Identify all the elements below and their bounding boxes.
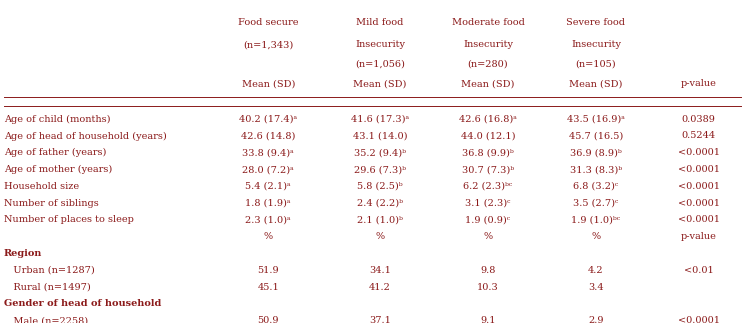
Text: 50.9: 50.9	[258, 316, 279, 323]
Text: 1.9 (1.0)ᵇᶜ: 1.9 (1.0)ᵇᶜ	[571, 215, 621, 224]
Text: 5.8 (2.5)ᵇ: 5.8 (2.5)ᵇ	[357, 182, 403, 191]
Text: Rural (n=1497): Rural (n=1497)	[4, 283, 90, 292]
Text: 51.9: 51.9	[257, 266, 279, 275]
Text: Gender of head of household: Gender of head of household	[4, 299, 161, 308]
Text: 31.3 (8.3)ᵇ: 31.3 (8.3)ᵇ	[570, 165, 622, 174]
Text: Mean (SD): Mean (SD)	[353, 79, 407, 88]
Text: 9.8: 9.8	[481, 266, 495, 275]
Text: Insecurity: Insecurity	[463, 40, 513, 49]
Text: Mean (SD): Mean (SD)	[569, 79, 623, 88]
Text: 6.8 (3.2)ᶜ: 6.8 (3.2)ᶜ	[574, 182, 618, 191]
Text: Age of child (months): Age of child (months)	[4, 115, 110, 124]
Text: Male (n=2258): Male (n=2258)	[4, 316, 88, 323]
Text: 43.5 (16.9)ᵃ: 43.5 (16.9)ᵃ	[567, 115, 625, 124]
Text: Severe food: Severe food	[566, 18, 626, 27]
Text: 2.1 (1.0)ᵇ: 2.1 (1.0)ᵇ	[357, 215, 403, 224]
Text: 5.4 (2.1)ᵃ: 5.4 (2.1)ᵃ	[245, 182, 291, 191]
Text: Urban (n=1287): Urban (n=1287)	[4, 266, 95, 275]
Text: 3.1 (2.3)ᶜ: 3.1 (2.3)ᶜ	[465, 199, 511, 208]
Text: 2.4 (2.2)ᵇ: 2.4 (2.2)ᵇ	[357, 199, 403, 208]
Text: 41.2: 41.2	[369, 283, 391, 292]
Text: 2.3 (1.0)ᵃ: 2.3 (1.0)ᵃ	[245, 215, 291, 224]
Text: (n=1,343): (n=1,343)	[243, 40, 294, 49]
Text: Region: Region	[4, 249, 42, 258]
Text: 35.2 (9.4)ᵇ: 35.2 (9.4)ᵇ	[354, 148, 406, 157]
Text: %: %	[484, 232, 492, 241]
Text: 3.5 (2.7)ᶜ: 3.5 (2.7)ᶜ	[574, 199, 618, 208]
Text: %: %	[592, 232, 600, 241]
Text: Insecurity: Insecurity	[355, 40, 405, 49]
Text: Food secure: Food secure	[238, 18, 299, 27]
Text: 0.5244: 0.5244	[682, 131, 716, 141]
Text: <0.0001: <0.0001	[678, 165, 720, 174]
Text: Age of head of household (years): Age of head of household (years)	[4, 131, 166, 141]
Text: (n=105): (n=105)	[576, 60, 616, 69]
Text: Number of places to sleep: Number of places to sleep	[4, 215, 133, 224]
Text: 1.9 (0.9)ᶜ: 1.9 (0.9)ᶜ	[466, 215, 510, 224]
Text: Moderate food: Moderate food	[451, 18, 524, 27]
Text: 37.1: 37.1	[369, 316, 391, 323]
Text: 42.6 (14.8): 42.6 (14.8)	[241, 131, 295, 141]
Text: 45.7 (16.5): 45.7 (16.5)	[569, 131, 623, 141]
Text: Mean (SD): Mean (SD)	[461, 79, 515, 88]
Text: Insecurity: Insecurity	[571, 40, 621, 49]
Text: Mean (SD): Mean (SD)	[241, 79, 295, 88]
Text: %: %	[264, 232, 273, 241]
Text: <0.0001: <0.0001	[678, 199, 720, 208]
Text: Age of father (years): Age of father (years)	[4, 148, 106, 157]
Text: p-value: p-value	[681, 232, 717, 241]
Text: Number of siblings: Number of siblings	[4, 199, 98, 208]
Text: 10.3: 10.3	[477, 283, 499, 292]
Text: 36.9 (8.9)ᵇ: 36.9 (8.9)ᵇ	[570, 148, 622, 157]
Text: <0.0001: <0.0001	[678, 215, 720, 224]
Text: (n=1,056): (n=1,056)	[355, 60, 405, 69]
Text: 9.1: 9.1	[481, 316, 495, 323]
Text: 45.1: 45.1	[257, 283, 279, 292]
Text: 44.0 (12.1): 44.0 (12.1)	[460, 131, 516, 141]
Text: 6.2 (2.3)ᵇᶜ: 6.2 (2.3)ᵇᶜ	[463, 182, 513, 191]
Text: <0.01: <0.01	[684, 266, 714, 275]
Text: 3.4: 3.4	[589, 283, 603, 292]
Text: 33.8 (9.4)ᵃ: 33.8 (9.4)ᵃ	[242, 148, 294, 157]
Text: p-value: p-value	[681, 79, 717, 88]
Text: 43.1 (14.0): 43.1 (14.0)	[352, 131, 408, 141]
Text: 0.0389: 0.0389	[682, 115, 716, 124]
Text: 1.8 (1.9)ᵃ: 1.8 (1.9)ᵃ	[245, 199, 291, 208]
Text: Household size: Household size	[4, 182, 79, 191]
Text: <0.0001: <0.0001	[678, 182, 720, 191]
Text: 30.7 (7.3)ᵇ: 30.7 (7.3)ᵇ	[462, 165, 514, 174]
Text: 42.6 (16.8)ᵃ: 42.6 (16.8)ᵃ	[459, 115, 517, 124]
Text: 4.2: 4.2	[589, 266, 603, 275]
Text: 36.8 (9.9)ᵇ: 36.8 (9.9)ᵇ	[462, 148, 514, 157]
Text: <0.0001: <0.0001	[678, 316, 720, 323]
Text: %: %	[375, 232, 384, 241]
Text: Age of mother (years): Age of mother (years)	[4, 165, 112, 174]
Text: 40.2 (17.4)ᵃ: 40.2 (17.4)ᵃ	[239, 115, 297, 124]
Text: 41.6 (17.3)ᵃ: 41.6 (17.3)ᵃ	[351, 115, 409, 124]
Text: Mild food: Mild food	[356, 18, 404, 27]
Text: (n=280): (n=280)	[468, 60, 508, 69]
Text: 2.9: 2.9	[589, 316, 603, 323]
Text: 29.6 (7.3)ᵇ: 29.6 (7.3)ᵇ	[354, 165, 406, 174]
Text: 34.1: 34.1	[369, 266, 391, 275]
Text: 28.0 (7.2)ᵃ: 28.0 (7.2)ᵃ	[242, 165, 294, 174]
Text: <0.0001: <0.0001	[678, 148, 720, 157]
